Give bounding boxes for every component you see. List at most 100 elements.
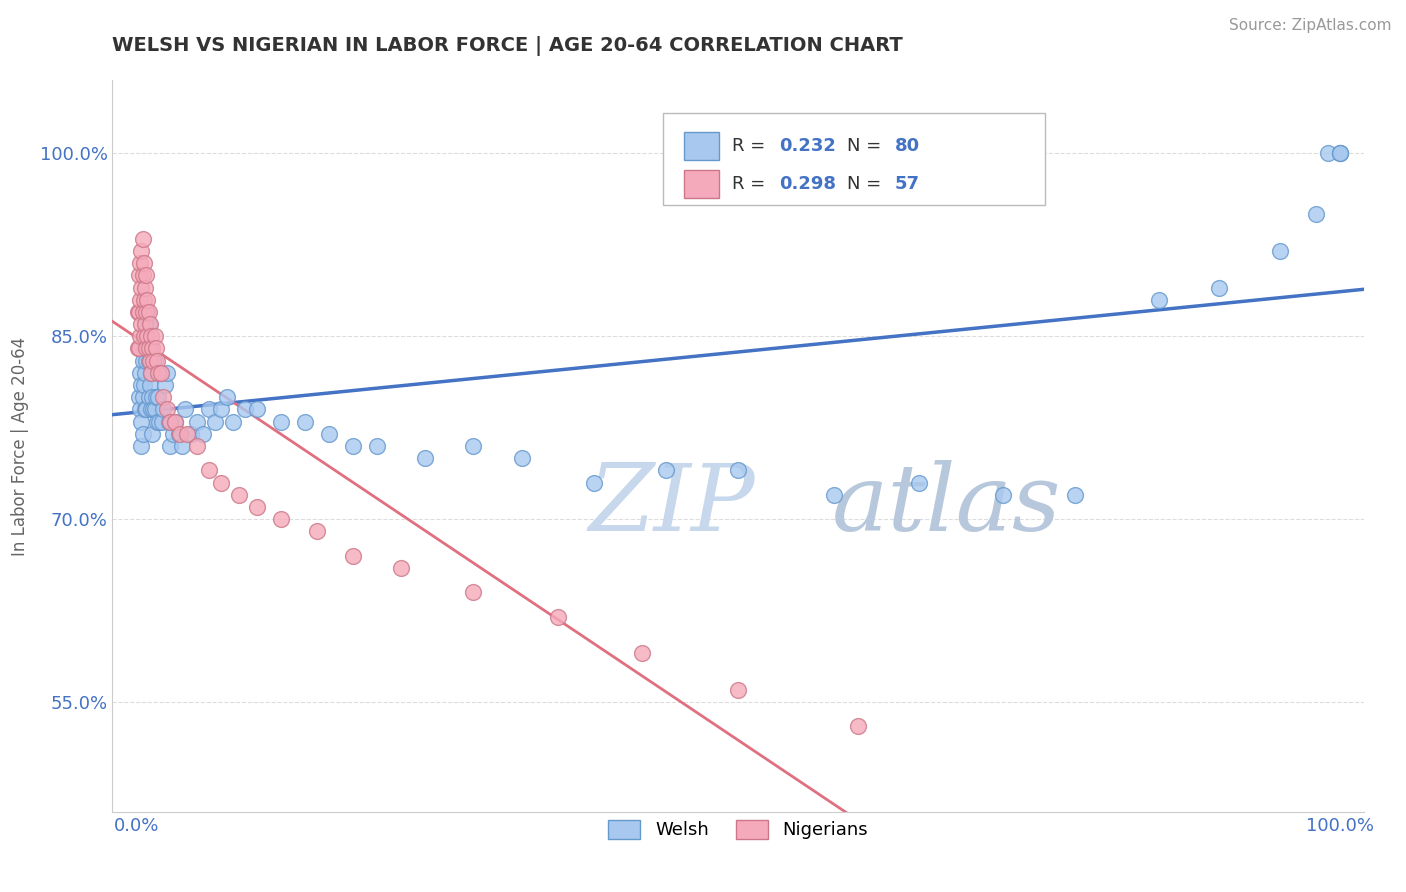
Point xyxy=(132,342,155,356)
Point xyxy=(134,317,156,331)
Point xyxy=(582,475,605,490)
Point xyxy=(131,378,153,392)
Point xyxy=(146,415,169,429)
Point xyxy=(145,342,167,356)
Point xyxy=(176,426,198,441)
Point xyxy=(134,402,156,417)
Point xyxy=(145,390,167,404)
Point xyxy=(138,390,160,404)
Point xyxy=(209,402,232,417)
Point xyxy=(141,390,163,404)
Point xyxy=(907,475,929,490)
Text: 0.232: 0.232 xyxy=(779,137,837,155)
Point xyxy=(1305,207,1327,221)
Point xyxy=(131,268,153,283)
Point xyxy=(131,305,153,319)
Point xyxy=(318,426,340,441)
Point xyxy=(141,342,163,356)
Point xyxy=(138,305,160,319)
Text: 0.298: 0.298 xyxy=(779,175,837,194)
Point xyxy=(156,366,179,380)
Point xyxy=(186,439,208,453)
Point xyxy=(128,390,150,404)
Text: WELSH VS NIGERIAN IN LABOR FORCE | AGE 20-64 CORRELATION CHART: WELSH VS NIGERIAN IN LABOR FORCE | AGE 2… xyxy=(112,36,903,55)
Point xyxy=(1329,146,1351,161)
Point xyxy=(136,293,159,307)
Point xyxy=(991,488,1014,502)
Point xyxy=(510,451,533,466)
Point xyxy=(135,353,157,368)
Point xyxy=(1064,488,1087,502)
Point xyxy=(138,353,160,368)
Point xyxy=(186,415,208,429)
Point xyxy=(134,366,156,380)
Point xyxy=(169,426,191,441)
Point xyxy=(129,329,152,343)
Point xyxy=(294,415,316,429)
Point xyxy=(727,682,749,697)
Point xyxy=(180,426,202,441)
FancyBboxPatch shape xyxy=(685,132,720,161)
Point xyxy=(246,402,269,417)
Point xyxy=(305,524,328,539)
Point xyxy=(727,463,749,477)
Point xyxy=(228,488,250,502)
Point xyxy=(132,329,155,343)
Point xyxy=(131,317,153,331)
Point xyxy=(342,549,364,563)
Point xyxy=(148,366,170,380)
Point xyxy=(131,353,153,368)
Point xyxy=(129,402,152,417)
Point xyxy=(1268,244,1291,258)
Point xyxy=(162,426,184,441)
Point xyxy=(172,439,194,453)
Point xyxy=(547,609,569,624)
Point xyxy=(129,256,152,270)
Point xyxy=(148,415,170,429)
Point xyxy=(163,415,186,429)
Text: 80: 80 xyxy=(894,137,920,155)
Text: Source: ZipAtlas.com: Source: ZipAtlas.com xyxy=(1229,18,1392,33)
Point xyxy=(139,353,162,368)
Text: atlas: atlas xyxy=(832,459,1062,549)
Point xyxy=(143,353,166,368)
Point xyxy=(132,378,155,392)
Point xyxy=(215,390,238,404)
Point xyxy=(139,317,162,331)
Point xyxy=(149,366,172,380)
Point xyxy=(366,439,388,453)
Point xyxy=(389,561,412,575)
Point xyxy=(129,366,152,380)
Point xyxy=(342,439,364,453)
Point xyxy=(131,280,153,294)
Point xyxy=(631,646,654,660)
Point xyxy=(141,426,163,441)
Point xyxy=(173,402,195,417)
Point xyxy=(823,488,845,502)
Point xyxy=(848,719,870,733)
Point xyxy=(270,512,292,526)
Y-axis label: In Labor Force | Age 20-64: In Labor Force | Age 20-64 xyxy=(10,336,28,556)
Point xyxy=(127,305,149,319)
Point xyxy=(463,439,485,453)
Point xyxy=(463,585,485,599)
Point xyxy=(655,463,678,477)
Point xyxy=(136,342,159,356)
Text: N =: N = xyxy=(846,175,887,194)
Point xyxy=(1208,280,1230,294)
Point xyxy=(142,402,165,417)
Point xyxy=(139,378,162,392)
Point xyxy=(134,329,156,343)
Point xyxy=(142,353,165,368)
Point xyxy=(132,293,155,307)
Point xyxy=(129,293,152,307)
Point xyxy=(191,426,214,441)
Point xyxy=(148,390,170,404)
Point xyxy=(159,415,181,429)
Point xyxy=(163,415,186,429)
Point xyxy=(128,268,150,283)
Point xyxy=(135,342,157,356)
Point xyxy=(138,342,160,356)
Point xyxy=(152,390,174,404)
Point xyxy=(135,317,157,331)
